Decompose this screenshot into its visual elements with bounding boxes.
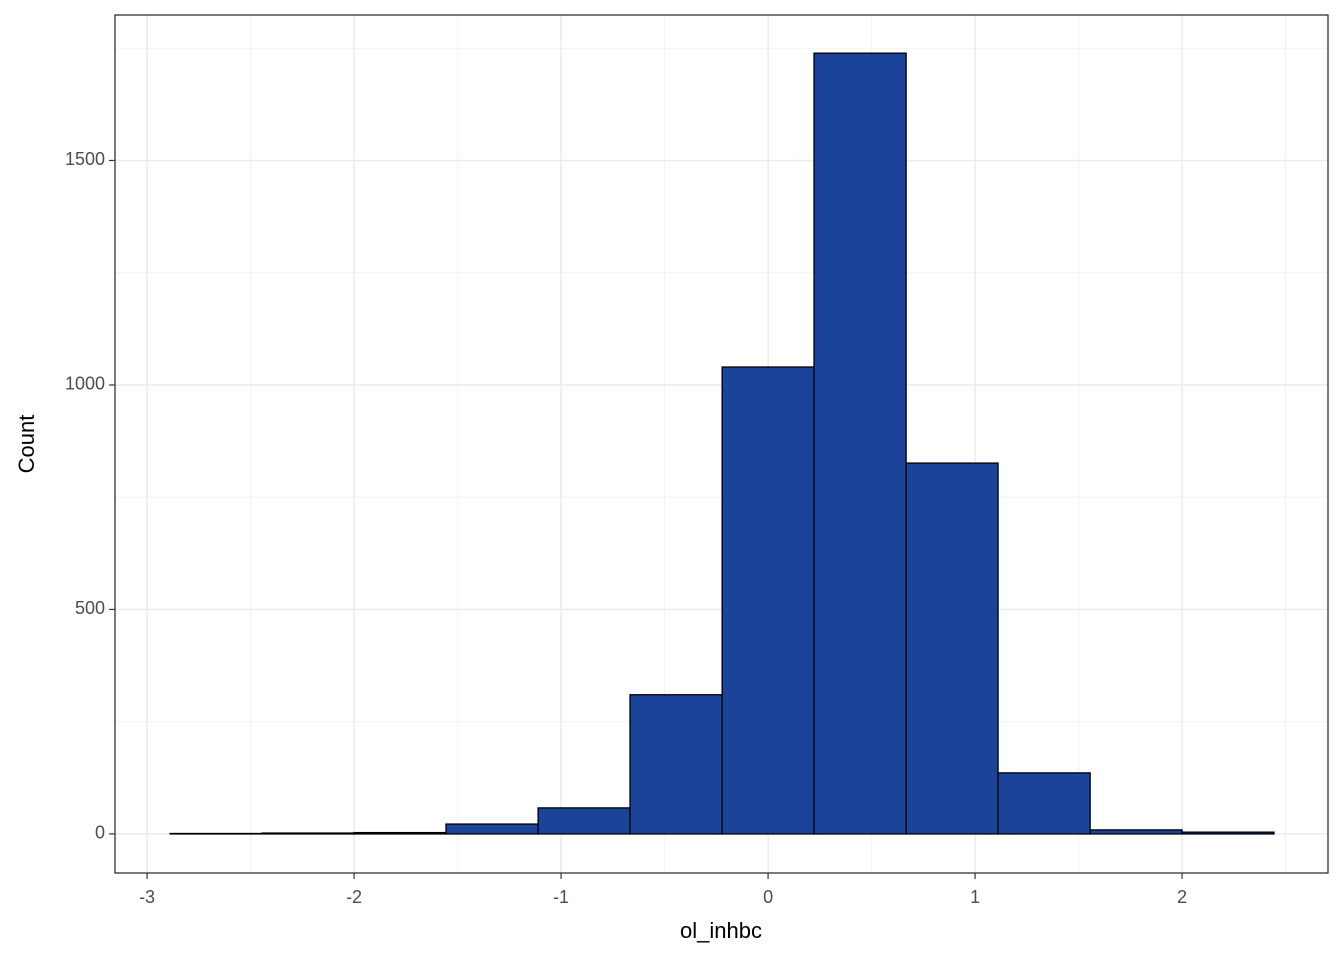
bar: [354, 833, 446, 834]
bar: [998, 773, 1090, 834]
y-tick-label: 500: [75, 598, 105, 618]
y-tick-label: 0: [95, 823, 105, 843]
y-tick-label: 1000: [65, 374, 105, 394]
bar: [722, 367, 814, 834]
x-axis-title: ol_inhbc: [680, 918, 762, 943]
bar: [906, 463, 998, 834]
bar: [446, 824, 538, 834]
x-tick-label: -3: [139, 887, 155, 907]
bar: [630, 695, 722, 834]
y-tick-label: 1500: [65, 149, 105, 169]
bar: [538, 808, 630, 834]
bar: [262, 833, 354, 834]
x-tick-label: -1: [553, 887, 569, 907]
bar: [1182, 832, 1274, 834]
x-tick-label: 2: [1177, 887, 1187, 907]
x-tick-label: -2: [346, 887, 362, 907]
x-tick-label: 0: [763, 887, 773, 907]
x-tick-label: 1: [970, 887, 980, 907]
bar: [814, 53, 906, 834]
bar: [1090, 830, 1182, 834]
y-axis-title: Count: [14, 415, 39, 474]
